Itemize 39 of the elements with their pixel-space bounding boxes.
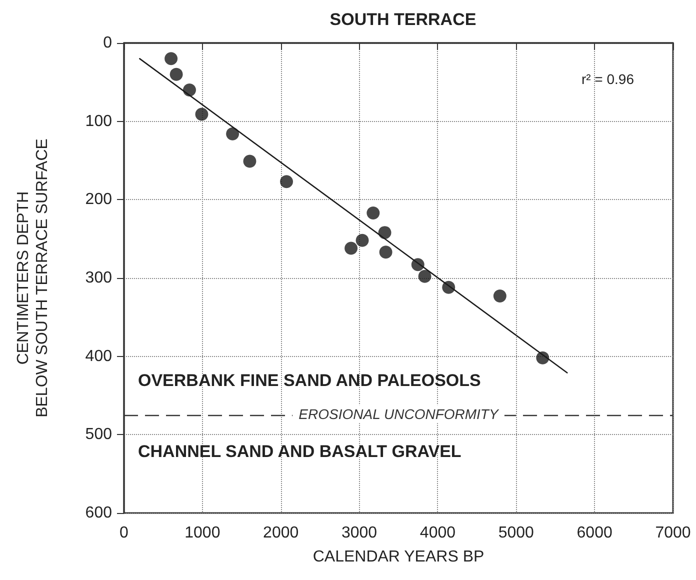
chart-title: SOUTH TERRACE — [330, 10, 476, 29]
x-axis-title: CALENDAR YEARS BP — [312, 548, 484, 566]
point — [226, 127, 240, 140]
annotation: r² = 0.96 — [581, 71, 634, 87]
x-tick-label: 6000 — [576, 524, 612, 542]
point — [378, 226, 392, 240]
point — [195, 108, 208, 121]
y-tick-label: 500 — [85, 426, 112, 444]
point — [183, 84, 196, 96]
point — [356, 234, 369, 247]
point — [243, 154, 256, 168]
y-tick-label: 200 — [85, 191, 112, 208]
x-tick-label: 7000 — [655, 524, 691, 542]
point — [366, 206, 380, 220]
point — [536, 351, 550, 364]
y-tick-label: 600 — [85, 504, 112, 522]
ref-line-label: EROSIONAL UNCONFORMITY — [298, 406, 500, 422]
point — [442, 280, 456, 294]
x-tick-label: 4000 — [420, 524, 456, 542]
x-tick-label: 3000 — [341, 524, 378, 542]
x-tick-label: 5000 — [498, 524, 534, 542]
y-axis-title: CENTIMETERS DEPTH BELOW SOUTH TERRACE SURFACE — [15, 138, 51, 418]
annotation: OVERBANK FINE SAND AND PALEOSOLS — [138, 371, 481, 390]
y-tick-label: 0 — [103, 34, 112, 52]
y-tick-label: 100 — [85, 112, 112, 130]
point — [170, 68, 183, 81]
y-tick-label: 300 — [85, 270, 112, 286]
point — [164, 52, 178, 66]
point — [344, 242, 358, 255]
y-tick-label: 400 — [85, 348, 112, 365]
x-tick-label: 2000 — [263, 524, 299, 542]
point — [418, 270, 432, 283]
point — [411, 258, 424, 272]
point — [280, 175, 294, 188]
x-tick-label: 1000 — [184, 524, 220, 542]
point — [493, 290, 506, 303]
annotation: CHANNEL SAND AND BASALT GRAVEL — [138, 442, 462, 461]
x-tick-label: 0 — [120, 524, 129, 542]
point — [379, 246, 392, 259]
